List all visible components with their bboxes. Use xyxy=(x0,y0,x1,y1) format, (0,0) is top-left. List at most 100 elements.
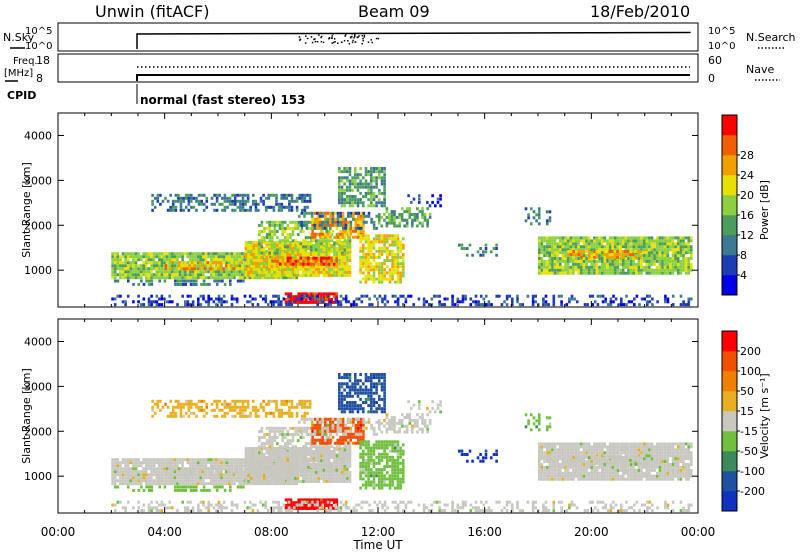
power-cell xyxy=(228,261,231,265)
power-cell xyxy=(304,245,308,249)
power-cell xyxy=(598,257,601,260)
velocity-cell xyxy=(152,482,156,486)
power-cell xyxy=(338,182,341,186)
power-cell xyxy=(476,250,480,254)
power-cell xyxy=(308,199,312,203)
power-cell xyxy=(385,221,389,225)
power-cell xyxy=(560,300,563,304)
velocity-cell xyxy=(129,476,133,480)
power-cell xyxy=(158,279,161,283)
power-cell xyxy=(320,242,323,246)
power-cell xyxy=(322,244,326,247)
velocity-cell xyxy=(212,461,215,465)
power-cell xyxy=(252,193,255,197)
power-cell xyxy=(556,251,559,255)
velocity-cell xyxy=(169,473,173,477)
power-cell xyxy=(278,223,282,227)
power-cell xyxy=(276,248,279,252)
power-cell xyxy=(614,245,617,249)
power-cell xyxy=(199,294,203,298)
velocity-cell xyxy=(289,465,292,469)
velocity-cell xyxy=(343,476,347,480)
power-cell xyxy=(582,236,586,240)
power-cell xyxy=(663,254,667,257)
power-cell xyxy=(252,264,256,268)
power-cell xyxy=(411,213,414,216)
power-cell xyxy=(359,185,362,189)
power-cell xyxy=(575,253,578,256)
power-cell xyxy=(283,264,287,268)
power-cell xyxy=(383,170,386,174)
power-cell xyxy=(598,248,601,252)
velocity-cell xyxy=(230,464,234,468)
power-cell xyxy=(362,185,365,189)
velocity-cell xyxy=(296,450,300,453)
power-cell xyxy=(572,245,575,249)
power-cell xyxy=(320,256,323,260)
power-cell xyxy=(268,245,271,249)
power-cell xyxy=(362,176,365,180)
power-cell xyxy=(346,226,350,230)
power-cell xyxy=(174,279,177,283)
power-cell xyxy=(116,255,120,259)
power-cell xyxy=(116,279,120,283)
velocity-cell xyxy=(176,473,179,477)
power-cell xyxy=(579,248,583,252)
power-cell xyxy=(461,297,465,301)
power-cell xyxy=(241,270,244,274)
velocity-cell xyxy=(270,461,274,465)
power-cell xyxy=(579,236,583,240)
velocity-cell xyxy=(155,467,158,471)
power-cell xyxy=(194,273,197,277)
power-cell xyxy=(211,264,215,268)
power-cell xyxy=(287,300,291,304)
power-cell xyxy=(551,259,554,263)
power-cell xyxy=(352,229,355,233)
velocity-cell xyxy=(191,476,195,480)
power-cell xyxy=(287,276,291,280)
power-cell xyxy=(281,223,284,227)
power-cell xyxy=(302,300,305,304)
power-cell xyxy=(241,199,245,203)
power-cell xyxy=(671,262,675,266)
velocity-cell xyxy=(275,447,279,450)
power-cell xyxy=(642,245,646,249)
power-cell xyxy=(676,236,680,240)
power-cell xyxy=(155,252,158,256)
velocity-cell xyxy=(199,470,203,474)
power-cell xyxy=(278,248,282,252)
velocity-cell xyxy=(301,459,305,462)
power-cell xyxy=(543,254,546,257)
power-cell xyxy=(394,259,397,262)
velocity-cell xyxy=(270,456,274,459)
power-cell xyxy=(380,268,384,272)
power-cell xyxy=(346,198,349,202)
power-cell xyxy=(640,297,644,301)
power-cell xyxy=(599,294,602,298)
power-cell xyxy=(284,298,288,301)
power-cell xyxy=(671,294,675,298)
power-cell xyxy=(194,258,197,262)
power-cell xyxy=(230,267,234,271)
power-cell xyxy=(301,264,305,268)
power-cell xyxy=(223,282,227,286)
power-cell xyxy=(650,271,654,275)
power-cell xyxy=(233,297,236,301)
power-cell xyxy=(121,261,125,265)
power-cell xyxy=(368,297,371,301)
power-cell xyxy=(348,204,352,208)
power-cell xyxy=(307,300,311,304)
power-cell xyxy=(425,300,428,304)
velocity-cell xyxy=(252,479,256,483)
power-cell xyxy=(359,229,363,233)
power-cell xyxy=(335,259,338,263)
power-cell xyxy=(247,264,250,268)
power-cell xyxy=(579,271,583,275)
velocity-cell xyxy=(158,464,161,468)
velocity-cell xyxy=(230,479,234,483)
power-cell xyxy=(524,207,528,211)
power-cell xyxy=(383,303,387,307)
power-cell xyxy=(313,232,317,236)
power-cell xyxy=(341,211,345,215)
velocity-cell xyxy=(252,453,256,456)
